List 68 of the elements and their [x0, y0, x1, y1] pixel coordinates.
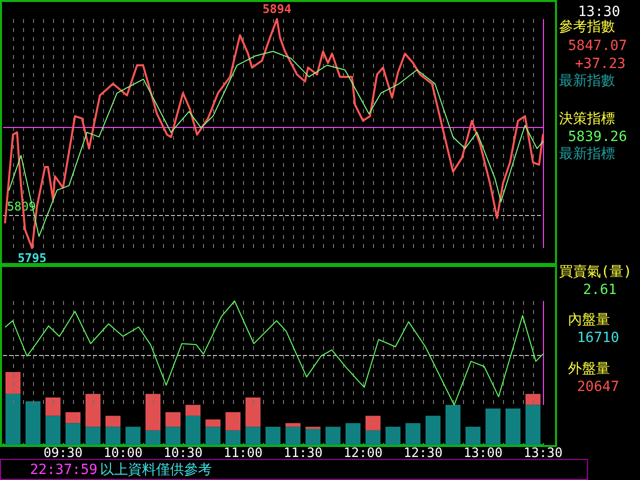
bar	[106, 426, 120, 445]
x-tick-label: 11:00	[223, 446, 263, 461]
text: 5847.07	[568, 38, 628, 54]
x-tick-label: 13:00	[463, 446, 503, 461]
bar	[366, 430, 380, 445]
text: 20647	[577, 379, 620, 395]
bar	[66, 412, 80, 424]
bar	[86, 426, 100, 445]
text: 16710	[577, 330, 620, 346]
bar	[186, 416, 200, 445]
text: +37.23	[575, 56, 626, 72]
bar	[146, 430, 160, 445]
bar	[326, 426, 340, 445]
bar	[166, 426, 180, 445]
bar	[226, 430, 240, 445]
text: 以上資料僅供參考	[100, 462, 212, 478]
bar	[106, 416, 120, 427]
bar	[126, 426, 140, 445]
text: 參考指數	[559, 19, 615, 35]
text: 最新指數	[559, 73, 615, 89]
bar	[166, 412, 180, 427]
bar	[526, 394, 540, 405]
bar	[406, 423, 420, 445]
text: 外盤量	[568, 361, 610, 377]
bar	[146, 394, 160, 430]
bar	[346, 423, 360, 445]
x-tick-label: 12:00	[343, 446, 383, 461]
text: 13:30	[578, 4, 620, 20]
bar	[286, 423, 300, 427]
data-label: 5795	[18, 251, 46, 266]
bar	[226, 412, 240, 430]
bar	[6, 372, 20, 394]
bar	[186, 404, 200, 416]
x-tick-label: 10:30	[163, 446, 203, 461]
text: 5839.26	[568, 129, 628, 145]
bar	[266, 426, 280, 445]
bar	[466, 426, 480, 445]
bar	[46, 398, 60, 416]
x-tick-label: 12:30	[403, 446, 443, 461]
bar	[306, 428, 320, 445]
bar	[526, 404, 540, 445]
bar	[86, 394, 100, 427]
text: 2.61	[583, 282, 617, 298]
bar	[46, 416, 60, 445]
bar	[206, 426, 220, 445]
bar	[66, 423, 80, 445]
x-tick-label: 10:00	[103, 446, 143, 461]
text: 內盤量	[568, 312, 610, 328]
bar	[6, 394, 20, 445]
bar	[486, 408, 500, 445]
bar	[446, 404, 460, 445]
text: 22:37:59	[30, 462, 98, 478]
bar	[366, 416, 380, 430]
x-tick-label: 13:30	[523, 446, 563, 461]
text: 買賣氣(量)	[559, 264, 632, 280]
bar	[246, 426, 260, 445]
data-label: 5894	[262, 2, 292, 16]
text: 決策指標	[559, 111, 615, 127]
x-tick-label: 09:30	[43, 446, 83, 461]
bar	[386, 426, 400, 445]
bar	[26, 401, 40, 445]
x-tick-label: 11:30	[283, 446, 323, 461]
bar	[286, 426, 300, 445]
bar	[426, 416, 440, 445]
bar	[246, 398, 260, 427]
bar	[206, 419, 220, 427]
text: 最新指標	[559, 146, 615, 162]
bar	[506, 408, 520, 445]
